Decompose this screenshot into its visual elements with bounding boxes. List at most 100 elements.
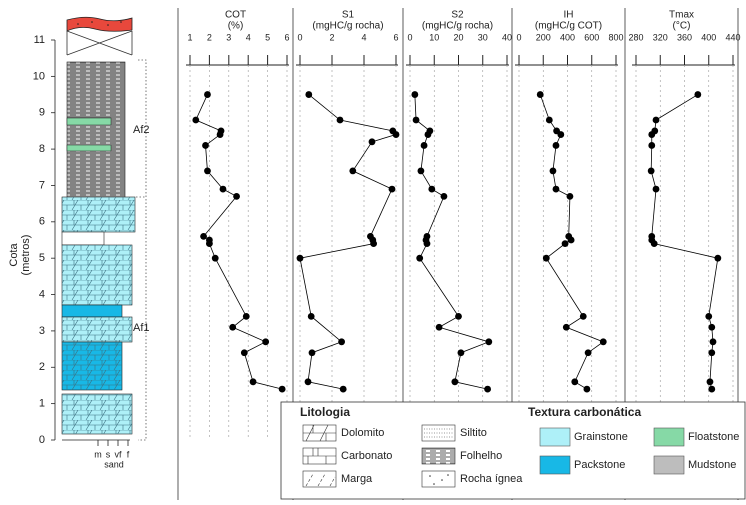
- legend-label: Siltito: [460, 427, 487, 439]
- y-tick-label: 6: [39, 216, 45, 228]
- y-tick-label: 0: [39, 434, 45, 446]
- data-point: [425, 131, 432, 138]
- data-point: [243, 313, 250, 320]
- data-point: [349, 168, 356, 175]
- data-point: [705, 313, 712, 320]
- data-point: [411, 91, 418, 98]
- data-point: [308, 313, 315, 320]
- data-point: [206, 240, 213, 247]
- x-tick-label: 400: [701, 32, 716, 42]
- data-point: [340, 386, 347, 393]
- legend-label: Floatstone: [688, 431, 739, 443]
- panel-unit: (mgHC/g rocha): [422, 21, 493, 32]
- x-tick-label: 2: [329, 32, 334, 42]
- data-point: [441, 193, 448, 200]
- panel-title: COT: [225, 10, 246, 21]
- x-tick-label: 360: [677, 32, 692, 42]
- data-point: [600, 338, 607, 345]
- data-point: [233, 193, 240, 200]
- x-tick-label: 200: [536, 32, 551, 42]
- data-point: [553, 186, 560, 193]
- panel-title: S1: [342, 10, 355, 21]
- data-point: [484, 386, 491, 393]
- data-point: [416, 255, 423, 262]
- x-tick-label: 0: [516, 32, 521, 42]
- legend-label: Rocha ígnea: [460, 473, 523, 485]
- legend-label: Grainstone: [574, 431, 628, 443]
- data-point: [458, 349, 465, 356]
- y-tick-label: 3: [39, 325, 45, 337]
- data-point: [192, 117, 199, 124]
- data-point: [708, 324, 715, 331]
- legend-title: Textura carbonática: [528, 405, 641, 419]
- legend-swatch: [654, 428, 684, 446]
- x-tick-label: 3: [226, 32, 231, 42]
- grain-label: sand: [104, 459, 124, 469]
- x-tick-label: 0: [297, 32, 302, 42]
- data-point: [651, 240, 658, 247]
- data-point: [424, 240, 431, 247]
- data-point: [217, 131, 224, 138]
- legend-label: Folhelho: [460, 450, 502, 462]
- x-tick-label: 4: [246, 32, 251, 42]
- x-tick-label: 440: [725, 32, 740, 42]
- data-point: [543, 255, 550, 262]
- data-point: [567, 193, 574, 200]
- data-point: [436, 324, 443, 331]
- data-point: [305, 378, 312, 385]
- data-point: [200, 233, 207, 240]
- x-tick-label: 800: [608, 32, 623, 42]
- figure: Af2 Af1 m s vf f sand Cota (metros) COT(…: [0, 0, 746, 500]
- data-point: [571, 378, 578, 385]
- data-point: [708, 386, 715, 393]
- data-point: [250, 378, 257, 385]
- grain-size: m: [94, 449, 102, 459]
- legend-label: Carbonato: [341, 450, 392, 462]
- floatstone-layer: [67, 118, 111, 125]
- legend-label: Mudstone: [688, 459, 736, 471]
- panel-title: Tmax: [669, 10, 694, 21]
- y-tick-label: 10: [33, 70, 45, 82]
- data-point: [393, 131, 400, 138]
- lithology-column: Af2 Af1 m s vf f sand: [55, 17, 150, 469]
- data-point: [309, 349, 316, 356]
- y-tick-label: 5: [39, 252, 45, 264]
- grain-size: f: [127, 449, 130, 459]
- panel-unit: (°C): [673, 21, 691, 32]
- y-tick-label: 11: [34, 34, 45, 46]
- data-point: [451, 378, 458, 385]
- data-point: [585, 349, 592, 356]
- data-point: [553, 142, 560, 149]
- data-point: [370, 240, 377, 247]
- data-point: [648, 168, 655, 175]
- panel-title: S2: [451, 10, 464, 21]
- grain-size: vf: [114, 449, 122, 459]
- panel-unit: (mgHC/g rocha): [312, 21, 383, 32]
- data-point: [369, 138, 376, 145]
- data-point: [694, 91, 701, 98]
- legend-swatch: [654, 456, 684, 474]
- data-point: [648, 131, 655, 138]
- data-point: [710, 338, 717, 345]
- data-point: [550, 168, 557, 175]
- data-point: [707, 378, 714, 385]
- gap: [67, 31, 132, 55]
- x-tick-label: 6: [284, 32, 289, 42]
- data-point: [428, 186, 435, 193]
- depth-axis-label: Cota: [8, 243, 20, 267]
- x-tick-label: 2: [207, 32, 212, 42]
- y-tick-label: 4: [39, 288, 45, 300]
- legend-label: Marga: [341, 473, 373, 485]
- data-point: [708, 349, 715, 356]
- grain-size: s: [106, 449, 111, 459]
- data-point: [229, 324, 236, 331]
- y-tick-label: 8: [39, 143, 45, 155]
- legend-label: Dolomito: [341, 427, 384, 439]
- unit-bracket: [136, 60, 146, 440]
- data-point: [557, 131, 564, 138]
- data-point: [568, 237, 575, 244]
- legend-title: Litologia: [300, 405, 350, 419]
- packstone-layer: [62, 305, 122, 317]
- profile-line: [300, 95, 396, 390]
- x-tick-label: 1: [187, 32, 192, 42]
